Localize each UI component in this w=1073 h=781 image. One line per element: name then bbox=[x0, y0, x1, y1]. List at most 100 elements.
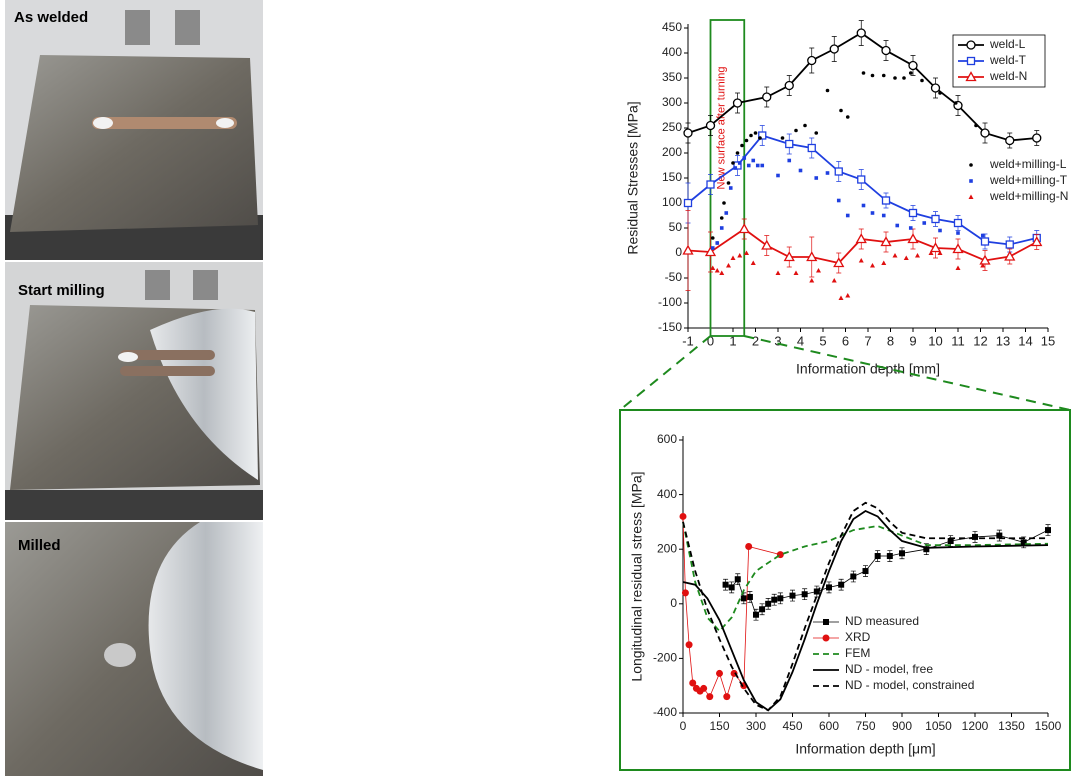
legend-marker bbox=[965, 71, 977, 82]
point bbox=[789, 592, 796, 599]
point bbox=[881, 213, 886, 218]
point bbox=[880, 236, 892, 247]
point bbox=[726, 181, 731, 185]
photo-label: As welded bbox=[14, 9, 88, 26]
point bbox=[771, 596, 778, 603]
x-axis-label: Information depth [μm] bbox=[795, 741, 935, 757]
point bbox=[1031, 236, 1043, 247]
x-tick-label: 1350 bbox=[998, 719, 1025, 733]
point bbox=[714, 268, 720, 273]
point bbox=[979, 254, 991, 265]
point bbox=[892, 253, 898, 258]
point bbox=[744, 250, 749, 255]
point bbox=[723, 693, 731, 701]
point bbox=[803, 123, 807, 128]
y-tick-label: 50 bbox=[669, 220, 683, 234]
y-tick-label: -150 bbox=[658, 320, 682, 334]
point bbox=[1020, 539, 1027, 546]
point bbox=[737, 253, 743, 258]
zoom-connector bbox=[619, 335, 712, 411]
point bbox=[715, 241, 720, 245]
point bbox=[974, 123, 978, 128]
point bbox=[836, 198, 841, 203]
point bbox=[689, 679, 697, 687]
point bbox=[758, 131, 767, 140]
series-line bbox=[687, 134, 1037, 246]
point bbox=[737, 161, 742, 165]
point bbox=[682, 244, 694, 255]
point bbox=[731, 161, 735, 165]
photo: Start milling bbox=[5, 262, 263, 520]
point bbox=[806, 251, 818, 262]
point bbox=[758, 136, 762, 140]
x-axis-label: Information depth [mm] bbox=[796, 361, 940, 377]
legend-label: ND - model, constrained bbox=[845, 678, 974, 692]
point bbox=[807, 143, 816, 153]
point bbox=[937, 250, 943, 255]
x-tick-label: 3 bbox=[774, 333, 781, 348]
point bbox=[845, 115, 850, 119]
point bbox=[845, 293, 851, 298]
point bbox=[923, 546, 930, 553]
point bbox=[980, 128, 990, 138]
legend-marker bbox=[969, 179, 973, 183]
point bbox=[881, 260, 887, 265]
point bbox=[953, 218, 963, 228]
y-axis-label: Longitudinal residual stress [MPa] bbox=[629, 471, 645, 681]
point bbox=[856, 28, 866, 38]
inset-frame bbox=[619, 409, 1071, 771]
point bbox=[886, 553, 893, 560]
legend-label: weld+milling-L bbox=[989, 157, 1067, 171]
point bbox=[1004, 250, 1016, 261]
point bbox=[947, 538, 954, 545]
x-tick-label: 13 bbox=[996, 333, 1010, 348]
point bbox=[735, 151, 740, 155]
x-tick-label: 1200 bbox=[962, 719, 989, 733]
point bbox=[730, 255, 736, 260]
point bbox=[683, 198, 693, 208]
annotation: New surface after turning bbox=[715, 67, 727, 190]
y-tick-label: 0 bbox=[675, 245, 682, 259]
point bbox=[740, 143, 744, 148]
point bbox=[706, 180, 715, 189]
point bbox=[794, 128, 798, 133]
x-tick-label: 750 bbox=[855, 719, 875, 733]
photo: As welded bbox=[5, 0, 263, 260]
point bbox=[683, 128, 693, 138]
point bbox=[881, 196, 891, 205]
y-tick-label: 300 bbox=[662, 95, 682, 109]
zoom-connector bbox=[744, 335, 1071, 411]
point bbox=[724, 211, 729, 215]
x-tick-label: 4 bbox=[797, 333, 804, 348]
point bbox=[785, 139, 794, 149]
point bbox=[734, 576, 741, 583]
point bbox=[1005, 135, 1015, 146]
point bbox=[762, 92, 772, 102]
y-tick-label: -50 bbox=[665, 270, 683, 284]
point bbox=[861, 71, 866, 75]
point bbox=[706, 693, 714, 701]
point bbox=[733, 161, 742, 170]
point bbox=[719, 270, 725, 275]
y-tick-label: 400 bbox=[657, 487, 677, 501]
point bbox=[855, 233, 867, 244]
point bbox=[881, 45, 891, 56]
point bbox=[845, 213, 850, 218]
photo-label: Milled bbox=[18, 537, 61, 554]
point bbox=[870, 263, 875, 268]
y-tick-label: 150 bbox=[662, 170, 682, 184]
x-tick-label: 9 bbox=[909, 333, 916, 348]
point bbox=[760, 163, 765, 168]
y-tick-label: 400 bbox=[662, 45, 682, 59]
x-tick-label: 6 bbox=[842, 333, 849, 348]
point bbox=[728, 186, 733, 190]
point bbox=[753, 611, 759, 618]
point bbox=[816, 268, 821, 273]
x-tick-label: 11 bbox=[951, 333, 965, 348]
point bbox=[870, 73, 875, 78]
photo: Milled bbox=[5, 522, 263, 776]
point bbox=[862, 568, 869, 575]
x-tick-label: 450 bbox=[782, 719, 802, 733]
point bbox=[780, 136, 785, 140]
point bbox=[798, 168, 803, 173]
